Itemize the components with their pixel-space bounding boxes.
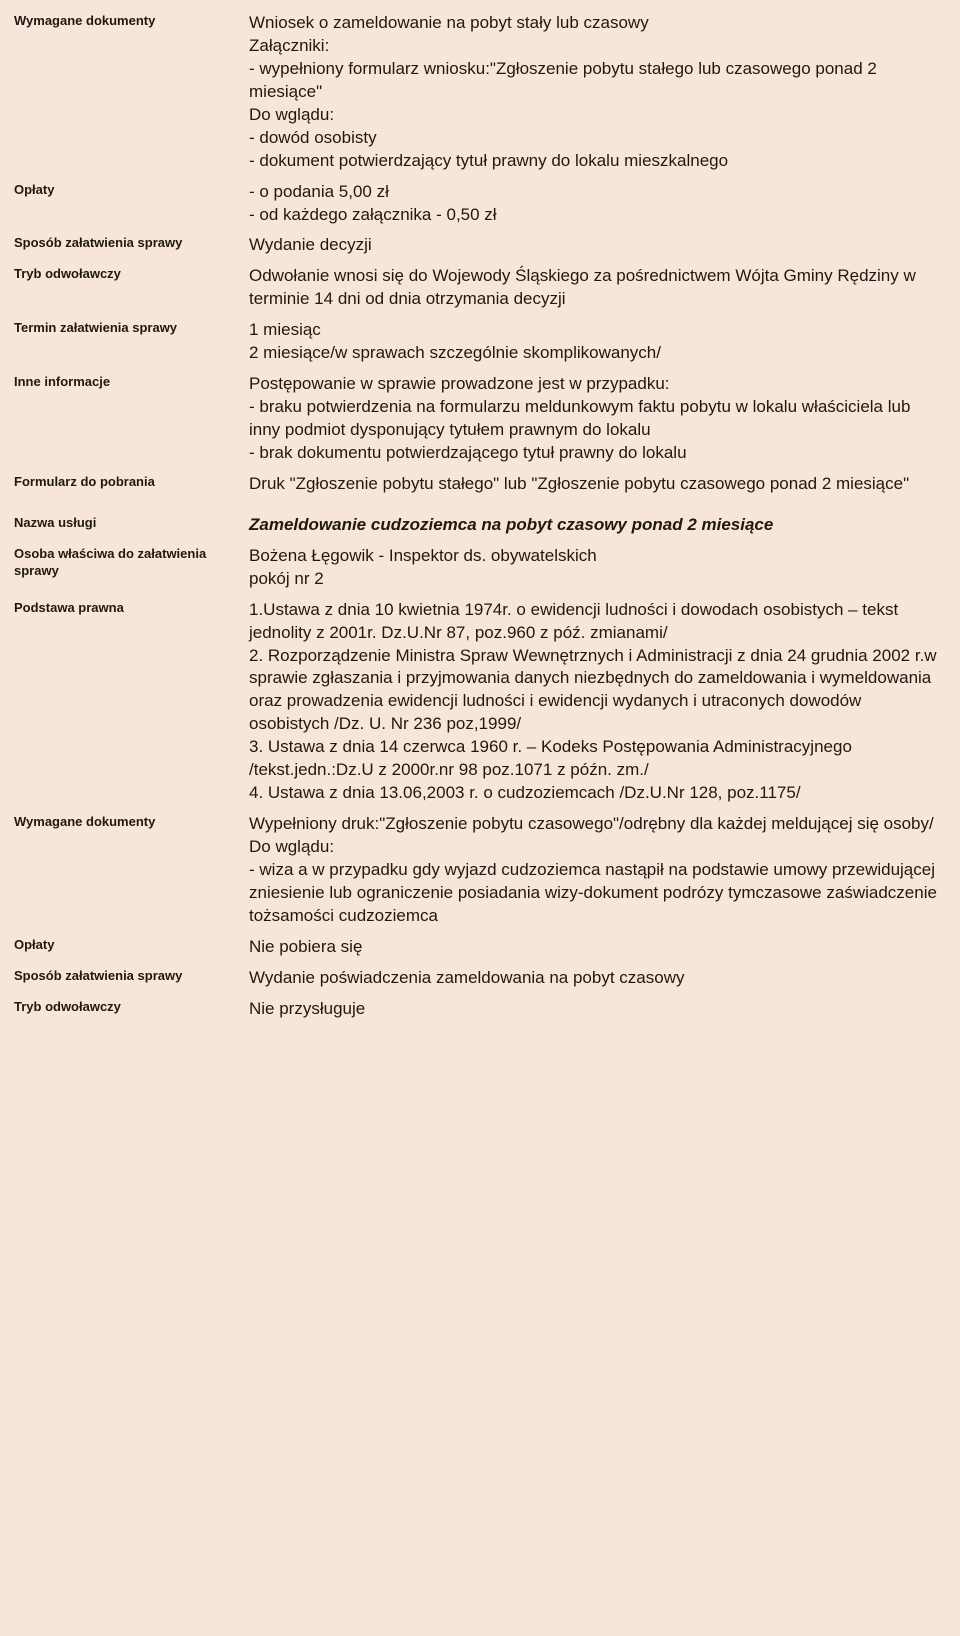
field-label: Opłaty xyxy=(8,932,243,963)
field-value: Nie przysługuje xyxy=(243,994,952,1025)
service-title: Zameldowanie cudzoziemca na pobyt czasow… xyxy=(243,510,952,541)
table-row: Nazwa usługi Zameldowanie cudzoziemca na… xyxy=(8,510,952,541)
field-value: Nie pobiera się xyxy=(243,932,952,963)
field-label: Nazwa usługi xyxy=(8,510,243,541)
field-label: Sposób załatwienia sprawy xyxy=(8,230,243,261)
field-label: Tryb odwoławczy xyxy=(8,261,243,315)
field-value: Bożena Łęgowik - Inspektor ds. obywatels… xyxy=(243,541,952,595)
table-row: Wymagane dokumenty Wypełniony druk:"Zgło… xyxy=(8,809,952,932)
field-value: Druk "Zgłoszenie pobytu stałego" lub "Zg… xyxy=(243,469,952,500)
field-value: Wypełniony druk:"Zgłoszenie pobytu czaso… xyxy=(243,809,952,932)
table-row: Opłaty Nie pobiera się xyxy=(8,932,952,963)
table-row: Inne informacje Postępowanie w sprawie p… xyxy=(8,369,952,469)
field-label: Wymagane dokumenty xyxy=(8,809,243,932)
table-row: Wymagane dokumenty Wniosek o zameldowani… xyxy=(8,8,952,177)
field-value: - o podania 5,00 zł- od każdego załączni… xyxy=(243,177,952,231)
field-value: 1.Ustawa z dnia 10 kwietnia 1974r. o ewi… xyxy=(243,595,952,809)
field-label: Formularz do pobrania xyxy=(8,469,243,500)
field-value: Odwołanie wnosi się do Wojewody Śląskieg… xyxy=(243,261,952,315)
field-label: Opłaty xyxy=(8,177,243,231)
field-label: Inne informacje xyxy=(8,369,243,469)
table-row: Opłaty - o podania 5,00 zł- od każdego z… xyxy=(8,177,952,231)
field-label: Termin załatwienia sprawy xyxy=(8,315,243,369)
field-label: Podstawa prawna xyxy=(8,595,243,809)
table-row: Termin załatwienia sprawy 1 miesiąc2 mie… xyxy=(8,315,952,369)
field-value: 1 miesiąc2 miesiące/w sprawach szczególn… xyxy=(243,315,952,369)
field-label: Sposób załatwienia sprawy xyxy=(8,963,243,994)
section-spacer xyxy=(8,500,952,510)
field-value: Wniosek o zameldowanie na pobyt stały lu… xyxy=(243,8,952,177)
table-row: Sposób załatwienia sprawy Wydanie decyzj… xyxy=(8,230,952,261)
field-label: Wymagane dokumenty xyxy=(8,8,243,177)
service-info-table: Wymagane dokumenty Wniosek o zameldowani… xyxy=(8,8,952,1025)
field-value: Wydanie decyzji xyxy=(243,230,952,261)
field-value: Wydanie poświadczenia zameldowania na po… xyxy=(243,963,952,994)
table-row: Tryb odwoławczy Nie przysługuje xyxy=(8,994,952,1025)
field-label: Tryb odwoławczy xyxy=(8,994,243,1025)
table-row: Osoba właściwa do załatwienia sprawy Boż… xyxy=(8,541,952,595)
field-label: Osoba właściwa do załatwienia sprawy xyxy=(8,541,243,595)
table-row: Formularz do pobrania Druk "Zgłoszenie p… xyxy=(8,469,952,500)
table-row: Sposób załatwienia sprawy Wydanie poświa… xyxy=(8,963,952,994)
field-value: Postępowanie w sprawie prowadzone jest w… xyxy=(243,369,952,469)
table-row: Tryb odwoławczy Odwołanie wnosi się do W… xyxy=(8,261,952,315)
table-row: Podstawa prawna 1.Ustawa z dnia 10 kwiet… xyxy=(8,595,952,809)
